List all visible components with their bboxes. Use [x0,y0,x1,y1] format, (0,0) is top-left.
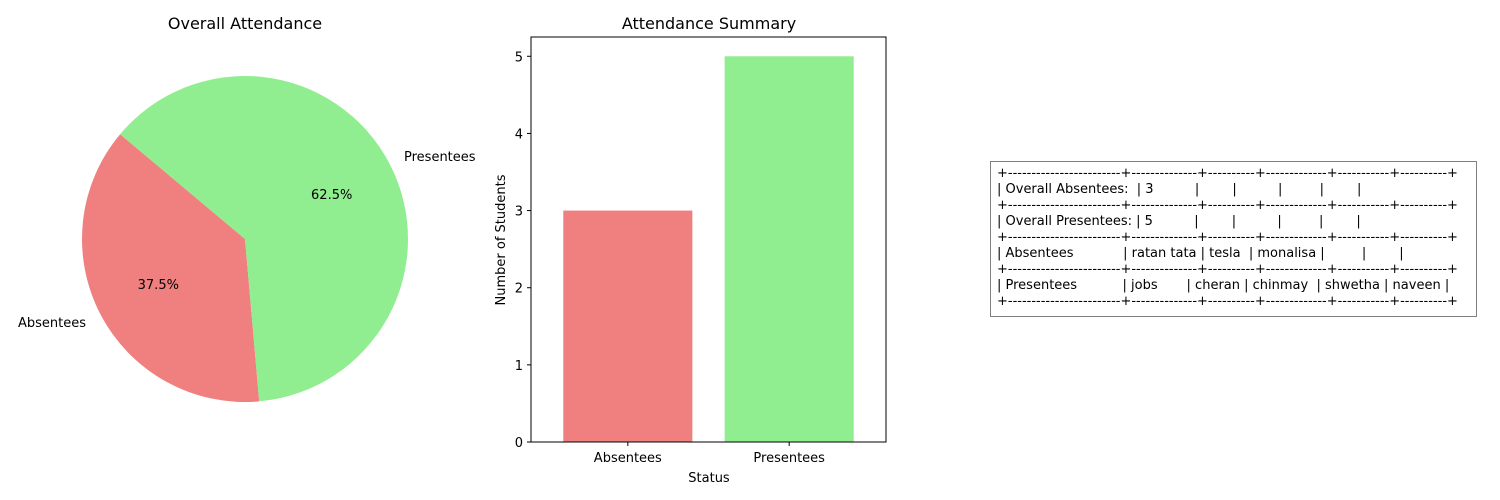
table-line: +------------------------+--------------… [997,262,1458,277]
bar-chart-title: Attendance Summary [622,14,796,33]
bar-chart-ylabel: Number of Students [494,174,509,305]
y-tick-label: 1 [515,359,523,374]
x-tick-label: Presentees [753,451,825,466]
table-line: | Overall Absentees: | 3 | | | | | [997,182,1362,197]
table-line: | Absentees | ratan tata | tesla | monal… [997,246,1404,261]
y-tick-label: 3 [515,205,523,220]
table-line: +------------------------+--------------… [997,230,1458,245]
table-line: +------------------------+--------------… [997,198,1458,213]
pie-slice-presentees [120,76,408,402]
pie-label: Absentees [18,316,86,331]
bar-chart-xlabel: Status [688,471,730,486]
summary-table: +------------------------+--------------… [990,161,1477,317]
pie-slice-absentees [81,134,260,403]
pie-percent-label: 37.5% [138,278,179,293]
y-tick-label: 4 [515,127,523,142]
pie-percent-label: 62.5% [311,188,352,203]
bar-presentees [724,56,854,442]
y-tick-label: 5 [515,50,523,65]
table-line: +------------------------+--------------… [997,166,1458,181]
table-line: | Overall Presentees: | 5 | | | | | [997,214,1361,229]
bar-absentees [563,210,693,442]
x-tick-label: Absentees [594,451,662,466]
y-tick-label: 2 [515,282,523,297]
table-line: +------------------------+--------------… [997,294,1458,309]
table-line: | Presentees | jobs | cheran | chinmay |… [997,278,1450,293]
pie-label: Presentees [404,150,476,165]
y-tick-label: 0 [515,436,523,451]
bar-chart-axes-frame [530,36,887,443]
pie-chart-title: Overall Attendance [168,14,322,33]
pie-chart: Overall Attendance Absentees 37.5% Present… [18,14,476,403]
bar-chart: Attendance Summary Status Number of Stud… [494,14,887,486]
